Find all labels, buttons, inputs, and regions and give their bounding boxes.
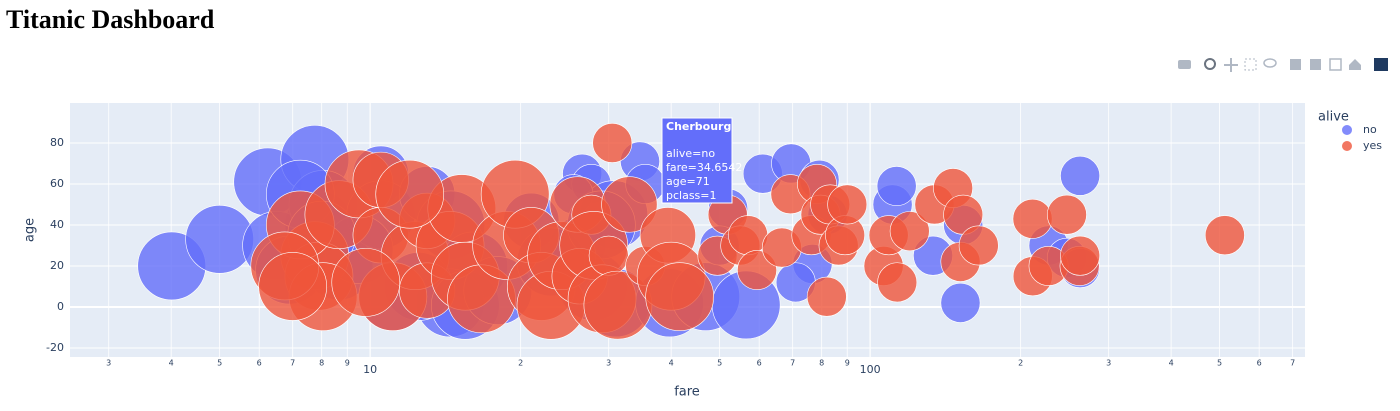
bubble xyxy=(588,235,629,276)
bubble xyxy=(1046,194,1087,235)
x-tick-label: 7 xyxy=(290,359,295,368)
x-tick-label: 7 xyxy=(1290,359,1295,368)
legend-marker xyxy=(1342,141,1352,151)
bubble xyxy=(645,262,714,332)
zoom-in-icon[interactable] xyxy=(1290,59,1301,70)
bubble xyxy=(728,215,768,256)
tooltip-line: pclass=1 xyxy=(666,189,717,202)
bubble xyxy=(827,184,868,225)
toolbar[interactable] xyxy=(1178,58,1388,72)
zoom-icon[interactable] xyxy=(1204,58,1216,70)
x-tick-label: 7 xyxy=(790,359,795,368)
bubble xyxy=(958,225,999,266)
y-tick-label: 20 xyxy=(50,259,64,272)
x-tick-label: 2 xyxy=(1018,359,1023,368)
x-tick-label: 5 xyxy=(1217,359,1222,368)
tooltip-box xyxy=(661,117,733,204)
autoscale-icon[interactable] xyxy=(1329,58,1342,71)
y-tick-label: 0 xyxy=(57,300,64,313)
y-tick-label: 60 xyxy=(50,177,64,190)
x-tick-label: 10 xyxy=(363,363,377,376)
lasso-icon[interactable] xyxy=(1263,58,1277,68)
bubble xyxy=(877,262,918,303)
x-tick-label: 9 xyxy=(845,359,850,368)
bubble xyxy=(258,252,327,321)
bubble xyxy=(592,123,633,163)
bubble xyxy=(601,176,658,233)
tooltip-line: alive=no xyxy=(666,147,715,160)
x-tick-label: 100 xyxy=(860,363,881,376)
bubble xyxy=(889,211,930,252)
legend-title: alive xyxy=(1318,110,1349,125)
tooltip-line: age=71 xyxy=(666,175,710,188)
tooltip-title: Cherbourg xyxy=(666,120,731,133)
hover-tooltip: Cherbourg alive=nofare=34.6542age=71pcla… xyxy=(661,117,742,204)
x-tick-label: 8 xyxy=(819,359,824,368)
y-tick-label: 80 xyxy=(50,136,64,149)
legend-label: no xyxy=(1363,123,1377,136)
x-tick-label: 4 xyxy=(169,359,174,368)
x-tick-label: 9 xyxy=(345,359,350,368)
legend-marker xyxy=(1342,125,1352,135)
select-icon[interactable] xyxy=(1244,58,1257,71)
y-tick-label: 40 xyxy=(50,218,64,231)
x-tick-label: 5 xyxy=(717,359,722,368)
x-tick-label: 3 xyxy=(106,359,111,368)
x-tick-label: 4 xyxy=(1169,359,1174,368)
bubble xyxy=(375,159,445,229)
x-tick-label: 2 xyxy=(518,359,523,368)
legend-label: yes xyxy=(1363,139,1382,152)
x-tick-label: 3 xyxy=(606,359,611,368)
y-tick-label: -20 xyxy=(46,341,64,354)
x-tick-label: 8 xyxy=(319,359,324,368)
bubble xyxy=(331,248,401,317)
bubble xyxy=(940,282,981,323)
y-axis-title: age xyxy=(23,218,38,242)
pan-icon[interactable] xyxy=(1224,58,1238,72)
bubble xyxy=(1204,215,1245,256)
bubble xyxy=(1060,235,1101,276)
reset-icon[interactable] xyxy=(1349,59,1361,70)
x-tick-label: 6 xyxy=(1257,359,1262,368)
page-title: Titanic Dashboard xyxy=(6,5,215,34)
camera-icon[interactable] xyxy=(1178,60,1191,69)
bubble xyxy=(876,166,917,206)
bubble xyxy=(1012,198,1053,239)
x-tick-label: 6 xyxy=(757,359,762,368)
x-tick-label: 4 xyxy=(669,359,674,368)
x-tick-label: 6 xyxy=(257,359,262,368)
x-tick-label: 3 xyxy=(1106,359,1111,368)
x-tick-label: 5 xyxy=(217,359,222,368)
tooltip-line: fare=34.6542 xyxy=(666,161,742,174)
bubble xyxy=(806,276,847,317)
bubble xyxy=(1060,155,1101,196)
zoom-out-icon[interactable] xyxy=(1310,59,1321,70)
plotly-logo[interactable] xyxy=(1374,58,1388,71)
x-axis-title: fare xyxy=(674,385,700,400)
